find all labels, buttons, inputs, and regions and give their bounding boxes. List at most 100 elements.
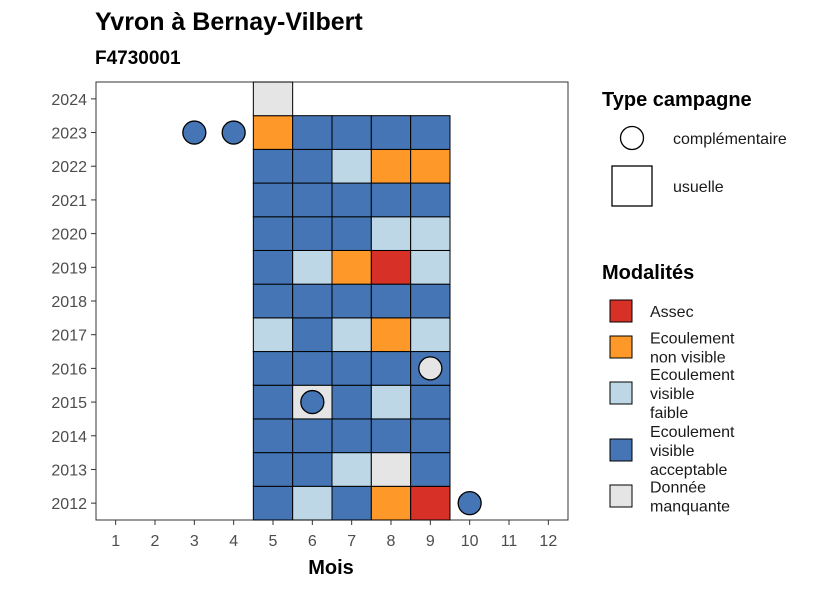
cell-2014-7 [331, 418, 372, 454]
cell-2014-6 [292, 418, 333, 454]
cell-2019-7 [331, 249, 372, 285]
chart-title: Yvron à Bernay-Vilbert [95, 8, 363, 36]
cell-2016-7 [331, 351, 372, 386]
legend-key-ecoulement_non_visible [609, 335, 633, 359]
legend-campagne-title: Type campagne [602, 89, 752, 111]
legend-label-ecoulement_non_visible: Ecoulement non visible [650, 331, 735, 367]
cell-2021-6 [292, 182, 333, 218]
cell-2023-5 [252, 115, 294, 150]
legend-label-usuelle: usuelle [673, 179, 724, 196]
y-tick-label: 2023 [51, 126, 87, 143]
x-tick-label: 5 [269, 533, 278, 550]
x-tick-label: 1 [111, 533, 120, 550]
cell-2015-9 [410, 384, 451, 420]
cell-2023-7 [331, 115, 372, 150]
cell-2014-8 [370, 418, 412, 454]
cell-2018-5 [252, 283, 294, 319]
usuelle-cells [252, 81, 451, 521]
cell-2024-5 [252, 81, 294, 117]
legend-square-usuelle [611, 165, 653, 207]
cell-2021-8 [370, 182, 412, 218]
cell-2016-6 [292, 351, 333, 386]
cell-2022-8 [370, 148, 412, 184]
y-tick-label: 2012 [51, 496, 87, 513]
x-tick-label: 8 [387, 533, 396, 550]
cell-2015-5 [252, 384, 294, 420]
cell-2017-8 [370, 317, 412, 353]
cell-2017-7 [331, 317, 372, 353]
legend-label-ecoulement_visible_faible: Ecoulement visible faible [650, 367, 735, 422]
cell-2018-9 [410, 283, 451, 319]
cell-2020-8 [370, 216, 412, 251]
cell-2021-7 [331, 182, 372, 218]
y-tick-label: 2020 [51, 227, 87, 244]
x-tick-label: 12 [539, 533, 557, 550]
cell-2023-9 [410, 115, 451, 150]
x-tick-label: 9 [426, 533, 435, 550]
x-tick-label: 6 [308, 533, 317, 550]
legend-label-donnee_manquante: Donnée manquante [650, 480, 730, 516]
x-axis-title: Mois [308, 557, 354, 579]
cell-2016-5 [252, 351, 294, 386]
x-tick-label: 3 [190, 533, 199, 550]
cell-2022-6 [292, 148, 333, 184]
legend-label-ecoulement_visible_acceptable: Ecoulement visible acceptable [650, 424, 735, 479]
y-tick-label: 2019 [51, 260, 87, 277]
point-2023-4 [221, 120, 246, 145]
cell-2019-5 [252, 249, 294, 285]
cell-2014-9 [410, 418, 451, 454]
complementaire-points [182, 120, 482, 516]
legend-key-assec [609, 299, 633, 323]
legend-label-assec: Assec [650, 304, 694, 321]
cell-2012-6 [292, 485, 333, 521]
y-tick-label: 2015 [51, 395, 87, 412]
legend-key-ecoulement_visible_faible [609, 381, 633, 405]
cell-2015-8 [370, 384, 412, 420]
x-axis: 1 2 3 4 5 6 7 8 9 10 11 12 [111, 520, 557, 550]
legend-modalites-title: Modalités [602, 262, 694, 284]
cell-2020-9 [410, 216, 451, 251]
cell-2020-7 [331, 216, 372, 251]
y-tick-label: 2021 [51, 193, 87, 210]
y-tick-label: 2016 [51, 361, 87, 378]
cell-2017-9 [410, 317, 451, 353]
cell-2012-8 [370, 485, 412, 521]
point-2016-9 [418, 356, 443, 381]
point-2015-6 [300, 389, 325, 415]
x-tick-label: 2 [151, 533, 160, 550]
cell-2016-8 [370, 351, 412, 386]
chart-subtitle: F4730001 [95, 48, 181, 69]
y-axis: 2012 2013 2014 2015 2016 2017 2018 2019 2020 2021… [51, 92, 96, 513]
cell-2013-6 [292, 452, 333, 487]
cell-2021-5 [252, 182, 294, 218]
cell-2019-6 [292, 249, 333, 285]
cell-2013-8 [370, 452, 412, 487]
point-2023-3 [182, 120, 207, 145]
cell-2012-9 [410, 485, 451, 521]
legend-label-complementaire: complémentaire [673, 131, 787, 148]
legend-key-donnee_manquante [609, 484, 633, 508]
y-tick-label: 2022 [51, 159, 87, 176]
cell-2017-6 [292, 317, 333, 353]
cell-2022-7 [331, 148, 372, 184]
y-tick-label: 2013 [51, 462, 87, 479]
cell-2021-9 [410, 182, 451, 218]
cell-2012-7 [331, 485, 372, 521]
y-tick-label: 2018 [51, 294, 87, 311]
cell-2020-6 [292, 216, 333, 251]
cell-2023-6 [292, 115, 333, 150]
legend-circle-complementaire [619, 125, 645, 151]
cell-2018-6 [292, 283, 333, 319]
cell-2022-9 [410, 148, 451, 184]
cell-2020-5 [252, 216, 294, 251]
cell-2012-5 [252, 485, 294, 521]
cell-2013-9 [410, 452, 451, 487]
y-tick-label: 2024 [51, 92, 87, 109]
cell-2023-8 [370, 115, 412, 150]
x-tick-label: 11 [501, 533, 518, 550]
x-tick-label: 4 [229, 533, 238, 550]
cell-2019-8 [370, 249, 412, 285]
cell-2022-5 [252, 148, 294, 184]
